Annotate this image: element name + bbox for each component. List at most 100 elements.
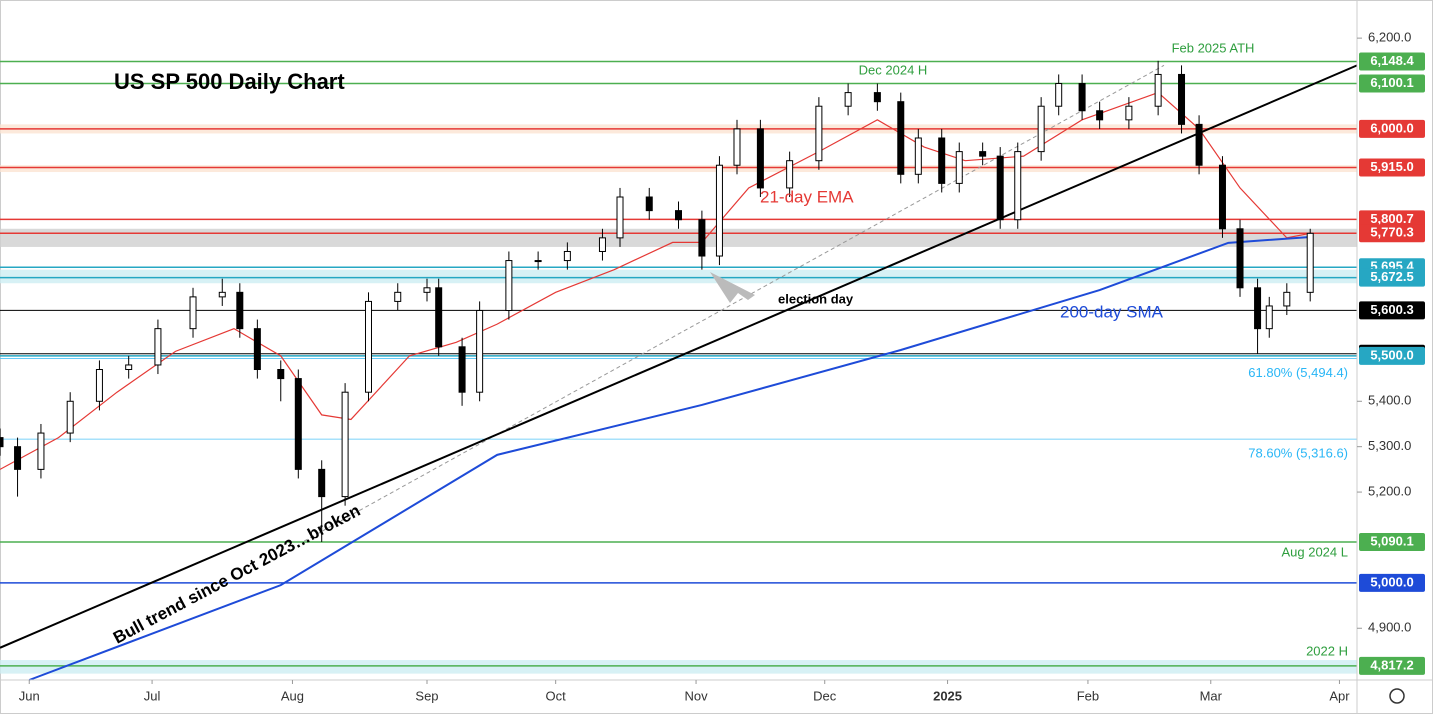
fib-label: 61.80% (5,494.4) [1248, 365, 1348, 380]
candle-body [1014, 151, 1022, 221]
candle-body [476, 309, 484, 393]
level-box [1359, 158, 1425, 177]
level-label: 6,148.4 [1370, 53, 1414, 68]
zone [0, 660, 1357, 674]
candle-body [1254, 287, 1262, 330]
candle-body [979, 151, 987, 157]
candle-body [95, 369, 103, 402]
level-label: 4,817.2 [1370, 657, 1413, 672]
x-tick-label: Jul [144, 688, 161, 703]
candle-body [1283, 291, 1291, 307]
annotation: election day [778, 291, 854, 306]
candle-body [534, 260, 542, 263]
zone [0, 228, 1357, 247]
candle-body [364, 300, 372, 393]
level-box [1359, 119, 1425, 138]
candle-body [938, 137, 946, 184]
x-tick-label: Oct [546, 688, 567, 703]
annotation: Dec 2024 H [859, 62, 928, 77]
candle-body [1178, 73, 1186, 125]
level-box [1359, 301, 1425, 320]
annotation: 2022 H [1306, 643, 1348, 658]
level-box [1359, 573, 1425, 592]
candle-body [1306, 232, 1314, 293]
y-tick-label: 6,200.0 [1368, 30, 1411, 45]
candle-body [1096, 110, 1104, 121]
candle-body [1218, 164, 1226, 230]
candle-body [253, 328, 261, 371]
level-box [1359, 532, 1425, 551]
candle-body [1037, 105, 1045, 153]
level-label: 5,600.3 [1370, 302, 1413, 317]
x-tick-label: Nov [684, 688, 708, 703]
candle-body [844, 92, 852, 107]
x-tick-label: Jun [19, 688, 40, 703]
y-tick-label: 5,400.0 [1368, 393, 1411, 408]
dashed-trend [303, 64, 1165, 542]
chart-title: US SP 500 Daily Chart [114, 69, 345, 94]
level-label: 6,100.1 [1370, 75, 1413, 90]
annotation: Feb 2025 ATH [1172, 40, 1255, 55]
candle-body [1236, 228, 1244, 289]
level-box [1359, 74, 1425, 93]
zone [0, 269, 1357, 284]
candle-body [733, 128, 741, 166]
candle-body [873, 92, 881, 103]
level-label: 5,915.0 [1370, 159, 1413, 174]
level-label: 6,000.0 [1370, 120, 1413, 135]
level-box [1359, 346, 1425, 365]
zone [0, 165, 1357, 173]
candle-body [914, 137, 922, 175]
y-tick-label: 5,200.0 [1368, 484, 1411, 499]
candle-body [458, 346, 466, 393]
candle-body [277, 369, 285, 380]
candle-body [955, 151, 963, 184]
level-box [1359, 210, 1425, 229]
candle-body [236, 291, 244, 330]
line-label: 200-day SMA [1060, 302, 1164, 321]
candle-body [318, 468, 326, 498]
candle-body [505, 260, 513, 311]
candle-body [1265, 305, 1273, 330]
indicator-line [0, 91, 1311, 470]
candle-body [598, 237, 606, 252]
annotation: Aug 2024 L [1281, 544, 1348, 559]
candle-body [815, 105, 823, 162]
level-box [1359, 224, 1425, 243]
candle-body [125, 364, 133, 371]
candle-body [218, 291, 226, 298]
level-label: 5,672.5 [1370, 269, 1413, 284]
candle-body [66, 400, 74, 434]
candle-body [675, 210, 682, 221]
x-tick-label: Sep [415, 688, 438, 703]
level-label: 5,500.0 [1370, 347, 1413, 362]
level-box [1359, 656, 1425, 675]
level-box [1359, 52, 1425, 71]
candle-body [616, 196, 624, 239]
x-tick-label: Dec [813, 688, 837, 703]
indicator-line [0, 64, 1358, 649]
candle-body [1055, 83, 1063, 107]
x-tick-label: Mar [1200, 688, 1223, 703]
candle-body [897, 101, 905, 175]
line-label: 21-day EMA [760, 187, 854, 206]
candle-body [435, 287, 443, 348]
level-label: 5,090.1 [1370, 533, 1413, 548]
candle-body [294, 378, 302, 470]
candle-body [0, 437, 4, 448]
candle-body [189, 296, 197, 330]
x-tick-label: 2025 [933, 688, 962, 703]
candle-body [756, 128, 764, 189]
candle-body [341, 391, 349, 498]
candle-body [37, 432, 45, 470]
candle-body [715, 164, 723, 257]
settings-icon[interactable] [1389, 688, 1405, 704]
x-tick-label: Aug [281, 688, 304, 703]
x-tick-label: Feb [1077, 688, 1099, 703]
candle-body [394, 291, 402, 302]
y-tick-label: 4,900.0 [1368, 620, 1411, 635]
candle-body [698, 219, 706, 257]
candle-body [1078, 83, 1086, 112]
